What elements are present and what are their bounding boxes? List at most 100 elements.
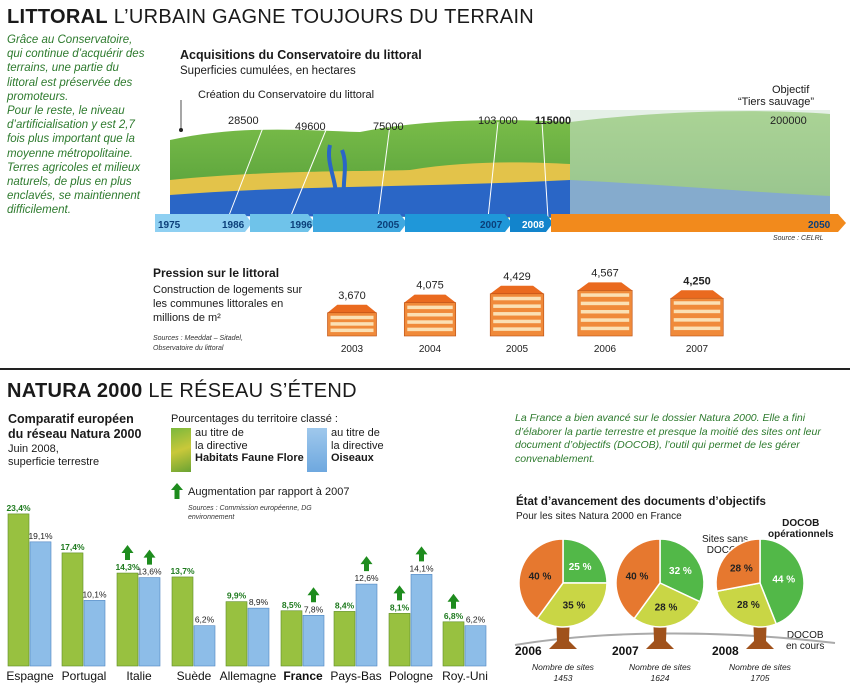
housing-year-2007: 2007	[686, 344, 709, 355]
timeline-label-2005: 2005	[377, 220, 400, 231]
docob-slice-2006-2	[536, 582, 608, 628]
timeline-arrows: 1975 1986 1996 2005 2007 2008 2050	[155, 214, 846, 232]
housing-building-2007: 4,250 2007	[670, 275, 724, 355]
label-oper-1: DOCOB	[782, 518, 820, 529]
housing-building-2004: 4,075 2004	[403, 280, 457, 355]
natura-heading: NATURA 2000 LE RÉSEAU S’ÉTEND	[7, 380, 357, 403]
comparatif-sub-1: Juin 2008,	[8, 443, 59, 455]
label-docob-operationnels: DOCOB opérationnels	[768, 518, 834, 540]
docob-slice-label-2006-0: 40 %	[529, 572, 552, 583]
docob-nb-sites-label: Nombre de sites	[629, 662, 692, 672]
docob-subtitle: Pour les sites Natura 2000 en France	[516, 511, 682, 522]
natura-group-Suède: 13,7% 6,2% Suède	[170, 566, 216, 683]
pression-subtitle: Construction de logements sur les commun…	[153, 284, 303, 324]
acq-value-2050: 200000	[770, 115, 807, 127]
docob-nb-sites-label: Nombre de sites	[729, 662, 792, 672]
natura-label-Roy.-Uni-habitats: 6,8%	[444, 611, 464, 621]
natura-label-Suède-habitats: 13,7%	[170, 566, 195, 576]
docob-slice-label-2008-0: 28 %	[730, 564, 753, 575]
docob-slice-label-2006-2: 35 %	[563, 601, 586, 612]
label-sans-2: DOCOB	[706, 545, 744, 556]
divider-1986	[227, 124, 265, 219]
docob-title: État d’avancement des documents d’object…	[516, 496, 766, 508]
acquisitions-title: Acquisitions du Conservatoire du littora…	[180, 48, 422, 62]
timeline-label-1975: 1975	[158, 220, 181, 231]
natura-bar-Espagne-oiseaux	[29, 541, 52, 667]
housing-value-2004: 4,075	[416, 280, 444, 292]
natura-bar-Italie-oiseaux	[138, 577, 161, 667]
timeline-seg-1996	[313, 214, 407, 232]
natura-label-Espagne-habitats: 23,4%	[6, 503, 31, 513]
timeline-seg-1975	[155, 214, 252, 232]
future-fade	[570, 110, 830, 218]
housing-year-2006: 2006	[594, 344, 617, 355]
littoral-intro-p1: Grâce au Conservatoire, qui continue d’a…	[7, 34, 145, 103]
river-delta	[327, 144, 350, 209]
natura-group-Espagne: 23,4% 19,1% Espagne	[6, 503, 54, 683]
natura-label-Portugal-oiseaux: 10,1%	[82, 589, 107, 599]
legend-habitats: au titre de la directive Habitats Faune …	[195, 427, 304, 465]
timeline-seg-2005	[405, 214, 512, 232]
natura-country-Espagne: Espagne	[6, 669, 54, 683]
comparatif-sub-2: superficie terrestre	[8, 456, 100, 468]
natura-country-Portugal: Portugal	[62, 669, 107, 683]
natura-bar-Pays-Bas-oiseaux	[355, 583, 378, 667]
housing-value-2005: 4,429	[503, 271, 531, 283]
housing-year-2004: 2004	[419, 344, 442, 355]
natura-label-Pologne-habitats: 8,1%	[390, 602, 410, 612]
natura-bar-chart: 23,4% 19,1% Espagne 17,4% 10,1% Portugal 14,3%…	[6, 503, 488, 683]
pression-sources: Sources : Meeddat – Sitadel, Observatoir…	[153, 335, 243, 352]
acquisitions-source: Source : CELRL	[773, 235, 824, 242]
docob-slice-2008-2	[715, 582, 778, 628]
docob-slice-2006-1	[562, 538, 608, 584]
comparatif-sub: Juin 2008, superficie terrestre	[8, 443, 99, 469]
natura-label-Italie-oiseaux: 13,6%	[137, 567, 162, 577]
natura-bar-Espagne-habitats	[7, 513, 30, 667]
objectif-label-2: “Tiers sauvage”	[738, 96, 815, 108]
natura-group-France: 8,5% 7,8% France	[280, 587, 325, 683]
legend-head: Pourcentages du territoire classé :	[171, 413, 338, 425]
objectif-label-1: Objectif	[772, 84, 810, 96]
natura-heading-bold: NATURA 2000	[7, 380, 143, 402]
docob-slice-2008-1	[759, 538, 805, 625]
housing-year-2003: 2003	[341, 344, 364, 355]
acq-value-1996: 49600	[295, 121, 326, 133]
timeline-seg-1986	[250, 214, 315, 232]
natura-group-Allemagne: 9,9%8,9% Allemagne	[220, 591, 277, 683]
docob-slice-2007-2	[633, 582, 701, 628]
comparatif-title-2: du réseau Natura 2000	[8, 427, 142, 441]
housing-value-2003: 3,670	[338, 290, 366, 302]
comparatif-title-1: Comparatif européen	[8, 412, 134, 426]
docob-year-2008: 2008	[712, 644, 739, 658]
label-cours-1: DOCOB	[786, 630, 824, 641]
natura-bar-Allemagne-oiseaux	[247, 607, 270, 667]
legend-swatch-habitats	[171, 428, 191, 472]
natura-bar-France-oiseaux	[302, 615, 325, 667]
legend-oiseaux-1: au titre de	[331, 427, 380, 439]
docob-slice-2008-0	[715, 538, 761, 593]
natura-bar-France-habitats	[280, 610, 303, 667]
legend-oiseaux-3: Oiseaux	[331, 452, 374, 464]
docob-slice-label-2007-2: 28 %	[655, 602, 678, 613]
docob-slice-2007-0	[615, 538, 661, 620]
legend-habitats-2: la directive	[195, 439, 248, 452]
natura-bar-Portugal-oiseaux	[83, 600, 106, 667]
increase-arrow-icon	[143, 549, 156, 565]
natura-bar-Suède-habitats	[171, 576, 194, 667]
housing-value-2007: 4,250	[683, 275, 711, 287]
docob-slice-label-2007-0: 40 %	[626, 572, 649, 583]
tree-trunk	[549, 613, 577, 649]
timeline-label-2007: 2007	[480, 220, 503, 231]
legend-habitats-3: Habitats Faune Flore	[195, 452, 304, 464]
natura-label-France-habitats: 8,5%	[282, 600, 302, 610]
natura-bar-Allemagne-habitats	[225, 601, 248, 667]
natura-bar-Portugal-habitats	[61, 552, 84, 667]
acq-value-2007: 103 000	[478, 115, 518, 127]
label-oper-2: opérationnels	[768, 529, 834, 540]
docob-nb-sites-label: Nombre de sites	[532, 662, 595, 672]
acq-value-1986: 28500	[228, 115, 259, 127]
label-sites-sans-docob: Sites sans DOCOB	[702, 534, 748, 556]
increase-arrow-icon	[360, 556, 373, 572]
natura-country-Italie: Italie	[126, 669, 152, 683]
